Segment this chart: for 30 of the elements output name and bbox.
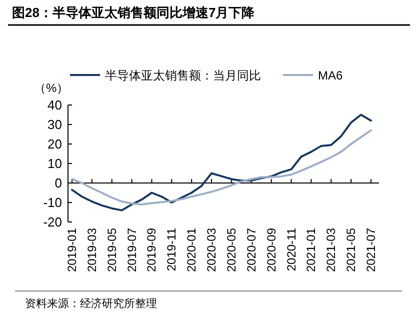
x-tick-label: 2021-01 (304, 228, 318, 272)
x-tick-label: 2020-05 (224, 228, 238, 272)
line-series (71, 114, 372, 212)
x-tick-label: 2020-07 (244, 228, 258, 272)
line-series (71, 129, 372, 206)
x-tick-label: 2019-11 (164, 228, 179, 272)
x-tick-label: 2020-01 (184, 228, 199, 272)
y-tick-label: 20 (48, 136, 62, 152)
legend-label: 半导体亚太销售额：当月同比 (105, 68, 261, 82)
y-tick-label: -10 (43, 195, 62, 210)
y-tick-label: 10 (48, 156, 62, 171)
x-tick-label: 2021-07 (364, 228, 378, 272)
y-tick-label: 40 (48, 98, 62, 112)
x-tick-label: 2020-09 (264, 228, 278, 272)
y-axis-title: （%） (34, 81, 69, 95)
y-tick-label: -20 (43, 214, 62, 230)
chart-title: 图28：半导体亚太销售额同比增速7月下降 (12, 5, 256, 20)
x-tick-label: 2021-03 (324, 228, 338, 272)
x-tick-label: 2021-05 (344, 228, 358, 272)
text: 资料来源：经济研究所整理 (25, 297, 157, 310)
x-tick-label: 2020-11 (284, 228, 298, 272)
legend-label: MA6 (318, 68, 343, 82)
x-tick-label: 2019-03 (84, 228, 99, 272)
y-tick-label: 30 (48, 117, 62, 132)
x-tick-label: 2019-05 (104, 228, 119, 272)
x-tick-label: 2019-01 (65, 228, 79, 272)
y-tick-label: 0 (54, 176, 62, 190)
x-tick-label: 2020-03 (204, 228, 219, 272)
x-tick-label: 2019-07 (124, 228, 139, 272)
x-tick-label: 2019-09 (144, 228, 159, 272)
